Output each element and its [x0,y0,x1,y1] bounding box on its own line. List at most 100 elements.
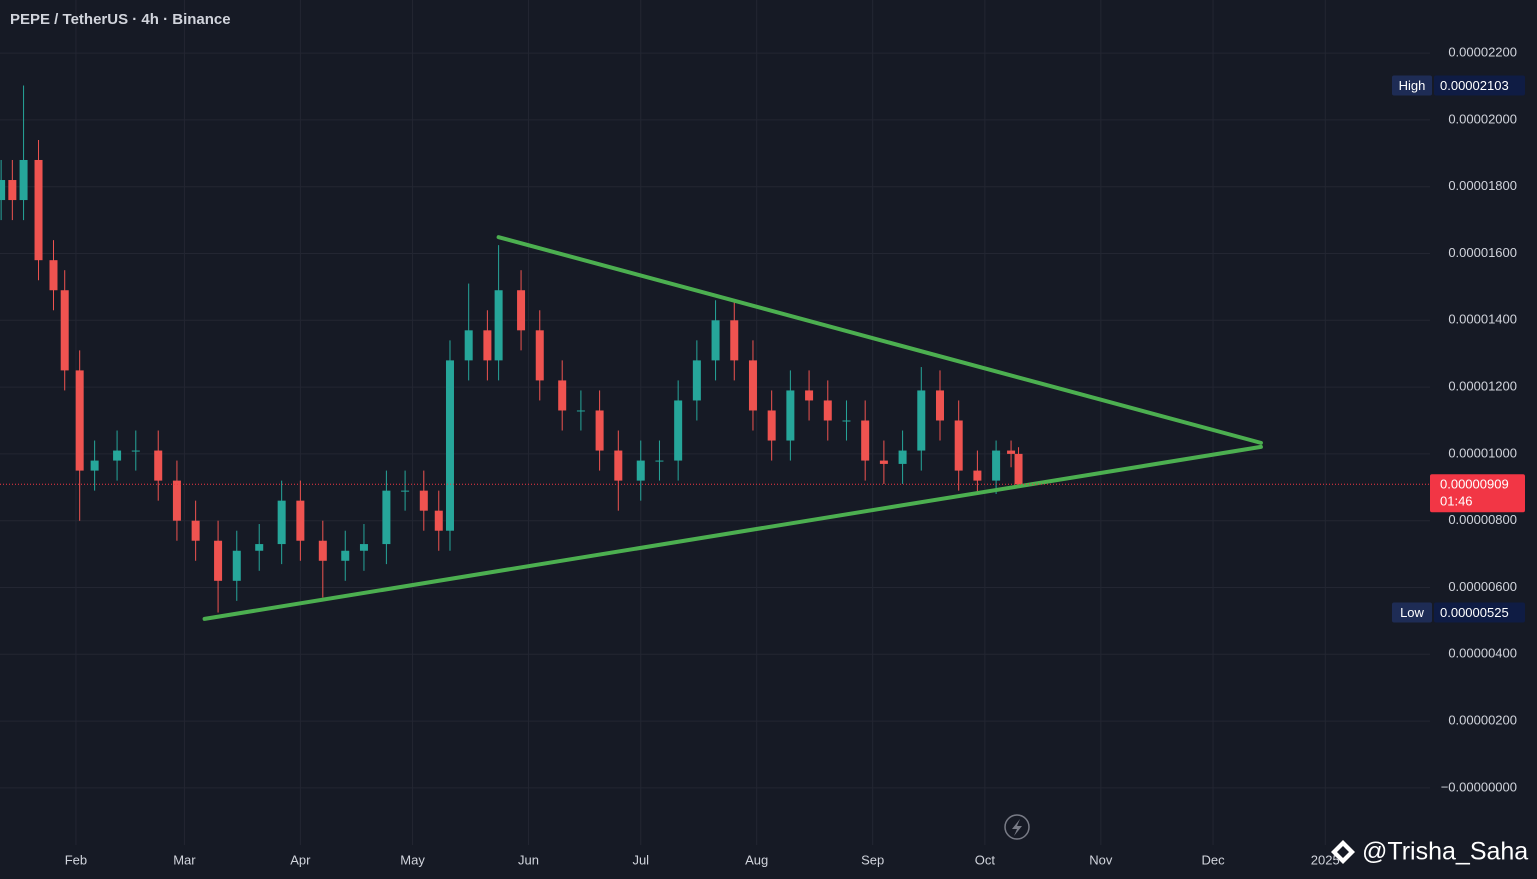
candle [973,450,982,494]
x-tick-label: Jul [632,852,649,867]
candle-body [191,520,200,541]
watermark-group: @Trisha_Saha [1331,838,1528,866]
candle [75,350,84,521]
candle [917,367,926,471]
x-tick-label: Mar [173,852,196,867]
candle [711,300,720,381]
candle [614,430,623,511]
candle-body [842,420,851,422]
y-tick-label: 0.00000800 [1448,512,1517,527]
candle [805,370,814,421]
candle [483,310,492,381]
y-tick-label: −0.00000000 [1441,779,1517,794]
y-tick-label: 0.00002000 [1448,111,1517,126]
candle [445,340,454,551]
y-tick-label: 0.00001400 [1448,312,1517,327]
low-value-label: 0.00000525 [1440,605,1509,620]
candle [90,440,99,491]
candle [401,470,410,511]
candle-body [494,290,503,361]
candle-body [445,360,454,531]
candle [214,520,223,613]
candle-body [674,400,683,461]
candle-body [19,159,28,201]
low-tag-label: Low [1400,605,1424,620]
candle-body [401,490,410,492]
trendline [202,444,1263,621]
candle-body [1014,453,1023,485]
candle-body [595,410,604,451]
y-tick-label: 0.00001000 [1448,445,1517,460]
candle-body [277,500,286,545]
candle [255,524,264,571]
candle [636,440,645,501]
candle-body [464,330,473,361]
candle [935,370,944,441]
candle [494,245,503,381]
candle [434,490,443,551]
candle-body [517,290,526,331]
high-tag-box [1392,75,1432,96]
x-tick-label: 2025 [1311,852,1340,867]
candle [517,270,526,351]
low-tag-box [1392,602,1432,623]
candle [1014,447,1023,488]
last-price-box [1430,474,1525,513]
candle [191,500,200,561]
x-tick-label: Sep [861,852,884,867]
candle-body [419,490,428,511]
candle-body [232,550,241,581]
chart-title: PEPE / TetherUS · 4h · Binance [10,11,231,28]
candle [576,390,585,431]
candle-body [382,490,391,545]
candle-body [879,460,888,464]
last-price-label: 0.00000909 [1440,477,1509,492]
candle [464,283,473,381]
candle-body [8,180,17,201]
trendline [496,235,1263,445]
x-tick-label: Apr [290,852,311,867]
candle [674,380,683,481]
plot [0,85,1430,621]
candle [341,530,350,581]
candle [382,470,391,565]
candle [558,360,567,431]
candle-body [767,410,776,441]
candle [8,159,17,221]
candle-body [823,400,832,421]
candle-body [172,480,181,521]
candle-body [60,290,69,371]
candle [692,340,701,421]
candle-body [318,540,327,561]
y-tick-label: 0.00002200 [1448,45,1517,60]
axes: 0.00002200 0.00002000 0.00001800 0.00001600… [65,45,1525,867]
candle [786,370,795,461]
candle-body [748,360,757,411]
candle-body [730,320,739,361]
candle-body [34,159,43,261]
replay-icon[interactable] [1004,814,1030,840]
low-value-box [1434,602,1525,623]
x-tick-label: Jun [518,852,539,867]
candle-body [113,450,122,461]
candle [318,520,327,598]
candle [730,300,739,381]
icon-bolt[interactable] [1012,819,1022,836]
candle [595,390,604,471]
high-value-box [1434,75,1525,96]
y-tick-label: 0.00001200 [1448,379,1517,394]
watermark: @Trisha_Saha [1362,838,1528,866]
candle-body [614,450,623,481]
icon-ring[interactable] [1004,814,1030,840]
candle-body [90,460,99,471]
candle [154,430,163,501]
candle-body [49,260,58,291]
candle-body [75,370,84,471]
candle-body [711,320,720,361]
candle-body [805,390,814,401]
candle-body [341,550,350,561]
candle [879,440,888,484]
candle [277,480,286,565]
high-value-label: 0.00002103 [1440,78,1509,93]
